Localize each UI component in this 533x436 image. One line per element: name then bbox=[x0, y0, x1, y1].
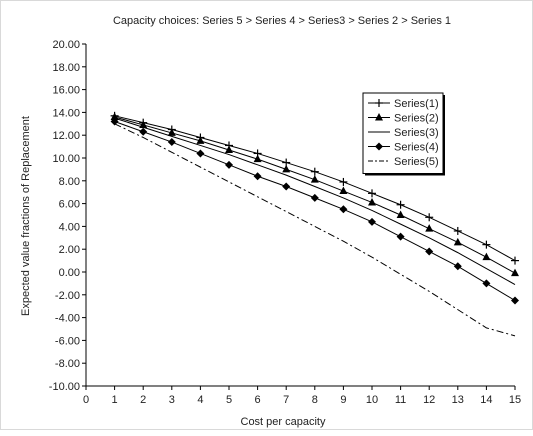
y-tick-label: 16.00 bbox=[52, 85, 80, 97]
series-4-point bbox=[196, 149, 205, 158]
legend-marker bbox=[375, 113, 383, 121]
legend-marker bbox=[375, 99, 383, 107]
series-2-point bbox=[196, 136, 205, 144]
series-4-point bbox=[225, 160, 233, 169]
series-2-point bbox=[482, 252, 491, 261]
y-tick-label: 6.00 bbox=[59, 199, 80, 211]
series-2-point bbox=[339, 186, 348, 195]
series-2-point bbox=[167, 128, 176, 136]
series-2-point bbox=[225, 145, 233, 154]
x-tick-label: 0 bbox=[83, 394, 89, 406]
series-3 bbox=[114, 117, 516, 285]
y-tick-label: -10.00 bbox=[49, 381, 80, 393]
y-tick-label: 0.00 bbox=[59, 267, 80, 279]
y-tick-label: 18.00 bbox=[52, 62, 80, 74]
y-tick-label: 10.00 bbox=[52, 153, 80, 165]
series-4-point bbox=[511, 296, 519, 305]
y-tick-label: 2.00 bbox=[59, 244, 80, 256]
legend-label: Series(4) bbox=[394, 142, 439, 154]
series-2-point bbox=[425, 224, 434, 232]
series-3-line bbox=[114, 117, 516, 285]
series-4-point bbox=[310, 193, 319, 202]
axes: -10.00 -8.00 -6.00 -4.00 -2.00 0.00 2.00 4.00 6.… bbox=[49, 39, 521, 406]
x-tick-label: 2 bbox=[140, 394, 146, 406]
series-2-point bbox=[453, 237, 462, 246]
series-4-point bbox=[339, 205, 348, 214]
series-1-point bbox=[482, 240, 491, 249]
series-4-point bbox=[396, 232, 405, 241]
legend-label: Series(5) bbox=[394, 156, 439, 168]
x-tick-label: 3 bbox=[169, 394, 175, 406]
series-4 bbox=[110, 117, 519, 305]
legend-box bbox=[362, 92, 444, 174]
series-4-point bbox=[110, 117, 119, 126]
x-tick-label: 13 bbox=[452, 394, 464, 406]
legend: Series(1) Series(2) Series(3) Series(4) Seri… bbox=[362, 92, 445, 176]
series-4-point bbox=[282, 182, 291, 191]
x-tick-label: 4 bbox=[197, 394, 203, 406]
series-1-point bbox=[339, 177, 348, 186]
y-tick-label: -8.00 bbox=[55, 358, 80, 370]
chart-title: Capacity choices: Series 5 > Series 4 > … bbox=[113, 15, 451, 27]
series-lines bbox=[110, 111, 519, 337]
series-2-point bbox=[110, 112, 119, 120]
y-tick-label: 14.00 bbox=[52, 107, 80, 119]
legend-label: Series(3) bbox=[394, 127, 439, 139]
x-tick-label: 6 bbox=[255, 394, 261, 406]
series-2 bbox=[110, 112, 519, 277]
series-2-point bbox=[310, 175, 319, 183]
series-4-point bbox=[453, 262, 462, 271]
series-4-point bbox=[425, 247, 434, 256]
series-1-point bbox=[396, 200, 405, 209]
x-tick-label: 15 bbox=[509, 394, 521, 406]
legend-label: Series(1) bbox=[394, 98, 439, 110]
x-tick-label: 5 bbox=[226, 394, 232, 406]
series-1-point bbox=[511, 256, 519, 265]
y-axis-title: Expected value fractions of Replacement bbox=[20, 116, 32, 316]
series-5-line bbox=[114, 123, 516, 337]
y-tick-label: -4.00 bbox=[55, 313, 80, 325]
legend-marker bbox=[375, 142, 383, 151]
series-4-line bbox=[114, 121, 516, 301]
series-2-point bbox=[368, 197, 376, 206]
x-tick-label: 9 bbox=[340, 394, 346, 406]
y-tick-label: -2.00 bbox=[55, 290, 80, 302]
series-1-point bbox=[453, 226, 462, 235]
x-tick-label: 8 bbox=[312, 394, 318, 406]
series-4-point bbox=[139, 127, 148, 136]
y-tick-label: 20.00 bbox=[52, 39, 80, 51]
series-1-point bbox=[310, 167, 319, 176]
x-tick-label: 7 bbox=[283, 394, 289, 406]
series-2-point bbox=[396, 210, 405, 218]
legend-label: Series(2) bbox=[394, 113, 439, 125]
series-4-point bbox=[482, 279, 491, 288]
series-4-point bbox=[167, 138, 176, 147]
x-tick-label: 11 bbox=[395, 394, 406, 406]
y-tick-label: 12.00 bbox=[52, 130, 80, 142]
x-tick-label: 1 bbox=[112, 394, 118, 406]
y-tick-label: 4.00 bbox=[59, 221, 80, 233]
x-tick-label: 10 bbox=[366, 394, 378, 406]
series-2-point bbox=[511, 268, 519, 277]
series-4-point bbox=[253, 172, 262, 181]
series-4-point bbox=[368, 217, 376, 226]
y-tick-label: -6.00 bbox=[55, 335, 80, 347]
series-2-point bbox=[253, 154, 262, 163]
series-5 bbox=[114, 123, 516, 337]
series-1-point bbox=[425, 213, 434, 222]
y-tick-label: 8.00 bbox=[59, 176, 80, 188]
x-tick-label: 14 bbox=[480, 394, 492, 406]
series-2-point bbox=[282, 164, 291, 173]
x-axis-title: Cost per capacity bbox=[241, 416, 326, 428]
series-1-point bbox=[368, 189, 376, 198]
x-tick-label: 12 bbox=[423, 394, 435, 406]
